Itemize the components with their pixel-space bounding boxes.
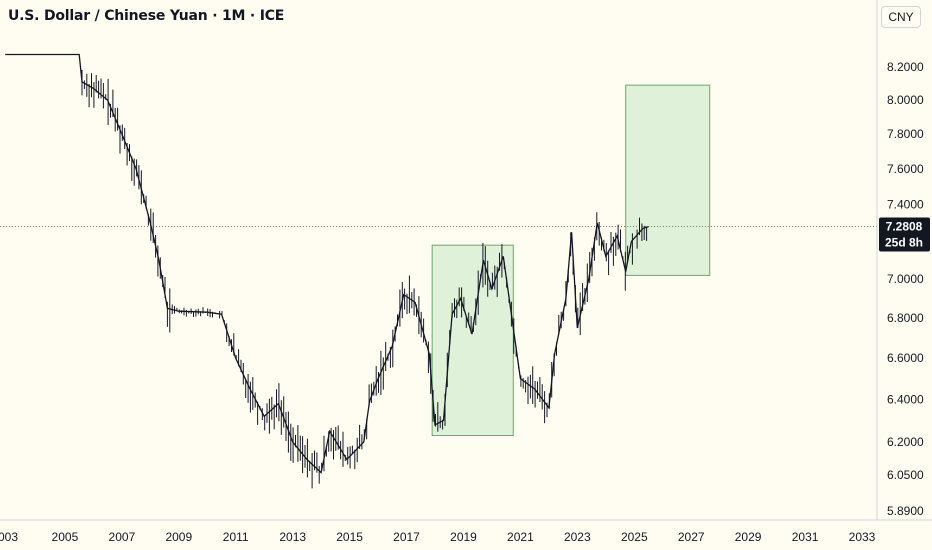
x-tick-label: 2007 [109,530,136,544]
price-axis[interactable]: 8.20008.00007.80007.60007.40007.20007.00… [887,60,924,518]
currency-button[interactable]: CNY [881,6,921,28]
y-tick-label: 8.0000 [887,93,924,107]
x-tick-label: 2033 [849,530,876,544]
last-price-label: 7.2808 25d 8h [879,217,930,252]
y-tick-label: 7.8000 [887,127,924,141]
annotation-boxes[interactable] [431,84,711,437]
last-price-box [879,217,930,252]
y-tick-label: 7.6000 [887,162,924,176]
x-tick-label: 2011 [223,530,249,544]
price-series [5,53,649,489]
y-tick-label: 6.8000 [887,311,924,325]
x-tick-label: 2009 [165,530,192,544]
x-tick-label: 2015 [336,530,363,544]
y-tick-label: 6.4000 [887,392,924,406]
x-tick-label: 2025 [621,530,648,544]
y-tick-label: 6.6000 [887,351,924,365]
annotation-box-1[interactable] [431,244,514,437]
x-tick-label: 003 [0,530,18,544]
x-tick-label: 2019 [450,530,477,544]
chart-title: U.S. Dollar / Chinese Yuan · 1M · ICE [8,8,285,24]
price-line [5,53,649,474]
x-tick-label: 2023 [564,530,591,544]
x-tick-label: 2013 [279,530,306,544]
y-tick-label: 7.4000 [887,198,924,212]
x-tick-label: 2005 [52,530,79,544]
y-tick-label: 6.2000 [887,435,924,449]
y-tick-label: 8.2000 [887,60,924,74]
x-tick-label: 2029 [735,530,762,544]
x-tick-label: 2031 [792,530,819,544]
x-tick-label: 2017 [393,530,420,544]
y-tick-label: 6.0500 [887,468,924,482]
annotation-box-2[interactable] [625,84,711,276]
y-tick-label: 5.8900 [887,504,924,518]
x-tick-label: 2021 [507,530,534,544]
last-price-value: 7.2808 [886,219,923,233]
time-axis[interactable]: 003 2005 2007 2009 2011 2013 2015 2017 2019 2021 2… [0,530,876,544]
x-tick-label: 2027 [678,530,705,544]
bar-countdown: 25d 8h [885,235,923,249]
y-tick-label: 7.0000 [887,272,924,286]
